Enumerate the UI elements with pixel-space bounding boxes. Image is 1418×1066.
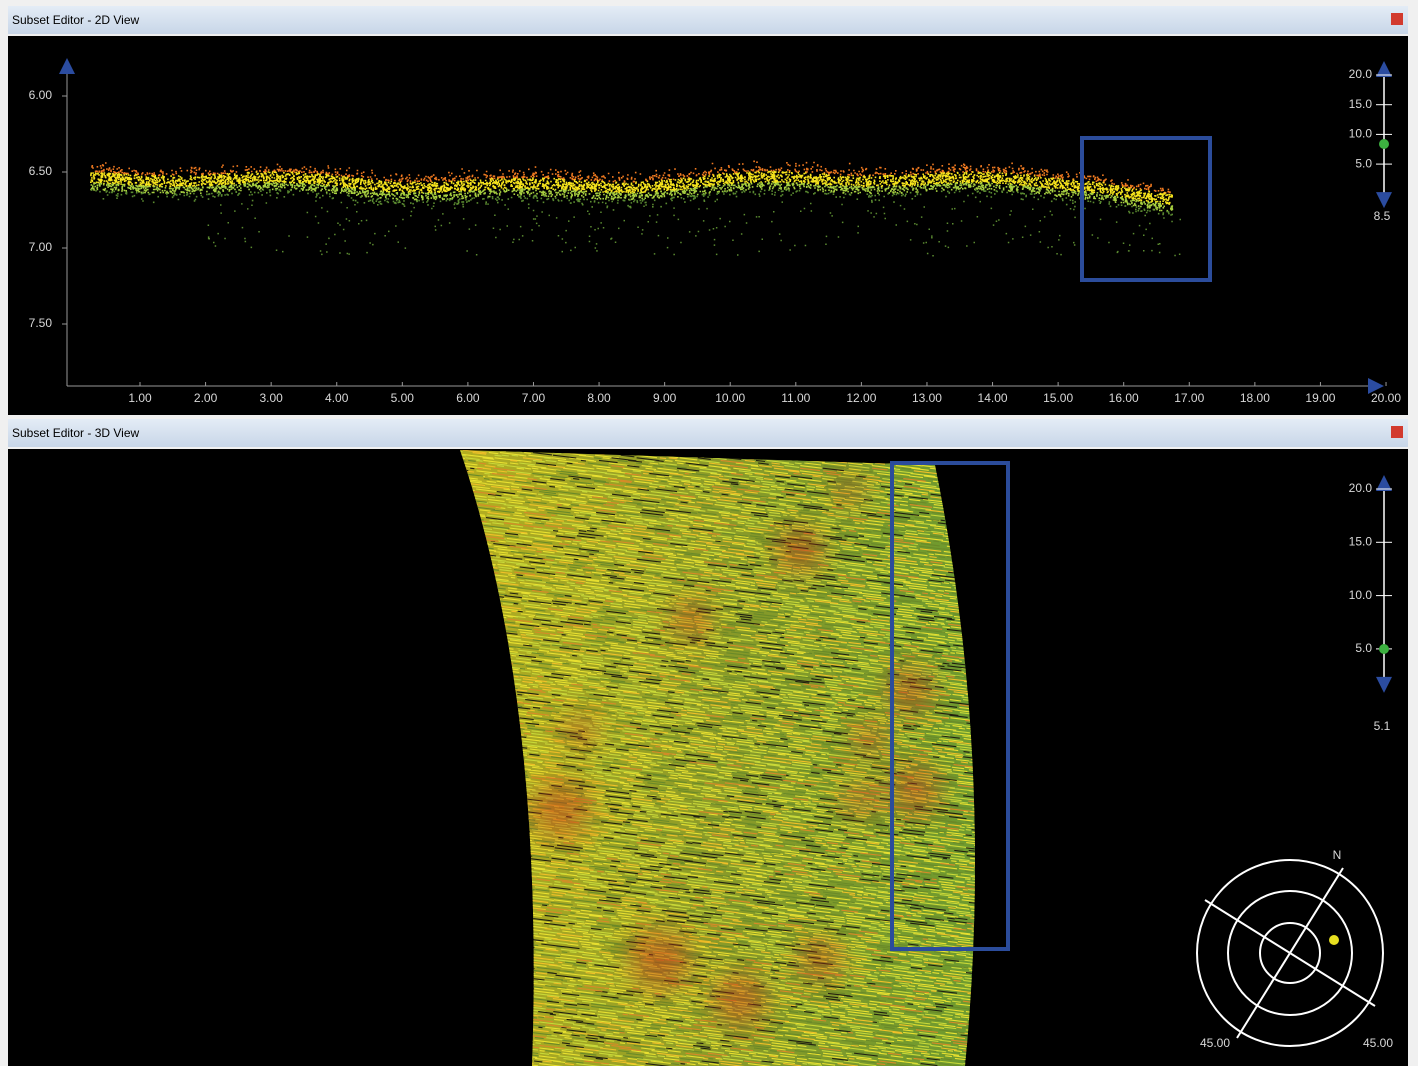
x-tick-label: 12.00 — [846, 391, 876, 405]
x-tick-label: 2.00 — [194, 391, 218, 405]
title-bar — [8, 419, 1408, 447]
x-tick-label: 14.00 — [978, 391, 1008, 405]
compass-label: 45.00 — [1200, 1036, 1230, 1050]
window-title: Subset Editor - 2D View — [12, 13, 140, 27]
scale-label: 15.0 — [1349, 534, 1373, 548]
title-bar — [8, 6, 1408, 34]
close-button[interactable] — [1391, 426, 1403, 438]
screen: Subset Editor - 2D View Subset Editor - … — [0, 0, 1418, 1066]
x-tick-label: 19.00 — [1305, 391, 1335, 405]
x-tick-label: 4.00 — [325, 391, 349, 405]
scale-label: 5.0 — [1355, 641, 1372, 655]
x-tick-label: 17.00 — [1174, 391, 1204, 405]
scale-label: 20.0 — [1349, 481, 1373, 495]
x-tick-label: 3.00 — [259, 391, 283, 405]
y-tick-label: 6.50 — [29, 164, 53, 178]
window-title: Subset Editor - 3D View — [12, 426, 140, 440]
y-tick-label: 7.00 — [29, 240, 53, 254]
scale-label: 15.0 — [1349, 97, 1373, 111]
compass-north: N — [1333, 848, 1342, 862]
x-tick-label: 7.00 — [522, 391, 546, 405]
view-indicator — [1329, 935, 1339, 945]
view-2d — [8, 36, 1408, 415]
x-tick-label: 13.00 — [912, 391, 942, 405]
scale-value: 5.1 — [1374, 719, 1391, 733]
x-tick-label: 15.00 — [1043, 391, 1073, 405]
scale-marker — [1379, 644, 1389, 654]
x-tick-label: 1.00 — [128, 391, 152, 405]
x-tick-label: 11.00 — [781, 391, 810, 405]
x-tick-label: 18.00 — [1240, 391, 1270, 405]
x-tick-label: 16.00 — [1109, 391, 1139, 405]
scale-label: 20.0 — [1349, 67, 1373, 81]
close-button[interactable] — [1391, 13, 1403, 25]
scale-value: 8.5 — [1374, 209, 1391, 223]
scale-label: 5.0 — [1355, 156, 1372, 170]
x-tick-label: 10.00 — [715, 391, 745, 405]
compass-label: 45.00 — [1363, 1036, 1393, 1050]
y-tick-label: 6.00 — [29, 88, 53, 102]
y-tick-label: 7.50 — [29, 316, 53, 330]
x-tick-label: 8.00 — [587, 391, 611, 405]
x-tick-label: 6.00 — [456, 391, 480, 405]
scale-marker — [1379, 139, 1389, 149]
x-tick-label: 9.00 — [653, 391, 677, 405]
scale-label: 10.0 — [1349, 588, 1373, 602]
x-tick-label: 20.00 — [1371, 391, 1401, 405]
scale-label: 10.0 — [1349, 127, 1373, 141]
x-tick-label: 5.00 — [391, 391, 415, 405]
